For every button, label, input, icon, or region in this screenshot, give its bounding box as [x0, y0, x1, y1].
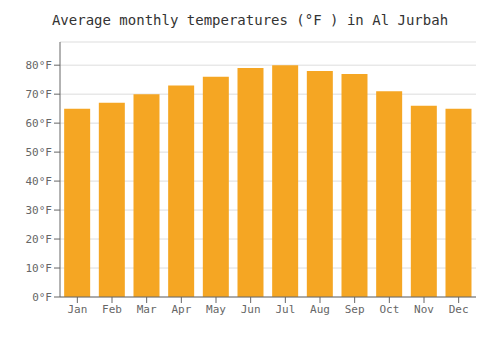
svg-text:20°F: 20°F: [26, 233, 53, 246]
svg-text:Nov: Nov: [414, 303, 434, 316]
svg-text:Apr: Apr: [171, 303, 191, 316]
svg-text:Oct: Oct: [379, 303, 399, 316]
svg-text:10°F: 10°F: [26, 262, 53, 275]
svg-text:Jul: Jul: [275, 303, 295, 316]
svg-text:0°F: 0°F: [32, 291, 52, 304]
svg-text:60°F: 60°F: [26, 117, 53, 130]
svg-text:50°F: 50°F: [26, 146, 53, 159]
svg-text:Dec: Dec: [449, 303, 469, 316]
svg-text:Jun: Jun: [241, 303, 261, 316]
svg-text:Feb: Feb: [102, 303, 122, 316]
svg-text:70°F: 70°F: [26, 88, 53, 101]
html-text:Average monthly temperatures (: Average monthly temperatures (°F ) in Al…: [51, 12, 449, 28]
svg-text:Aug: Aug: [310, 303, 330, 316]
svg-text:Jan: Jan: [67, 303, 87, 316]
svg-text:Sep: Sep: [345, 303, 365, 316]
svg-text:30°F: 30°F: [26, 204, 53, 217]
svg-text:May: May: [206, 303, 226, 316]
svg-text:40°F: 40°F: [26, 175, 53, 188]
svg-text:80°F: 80°F: [26, 59, 53, 72]
svg-text:Mar: Mar: [137, 303, 157, 316]
